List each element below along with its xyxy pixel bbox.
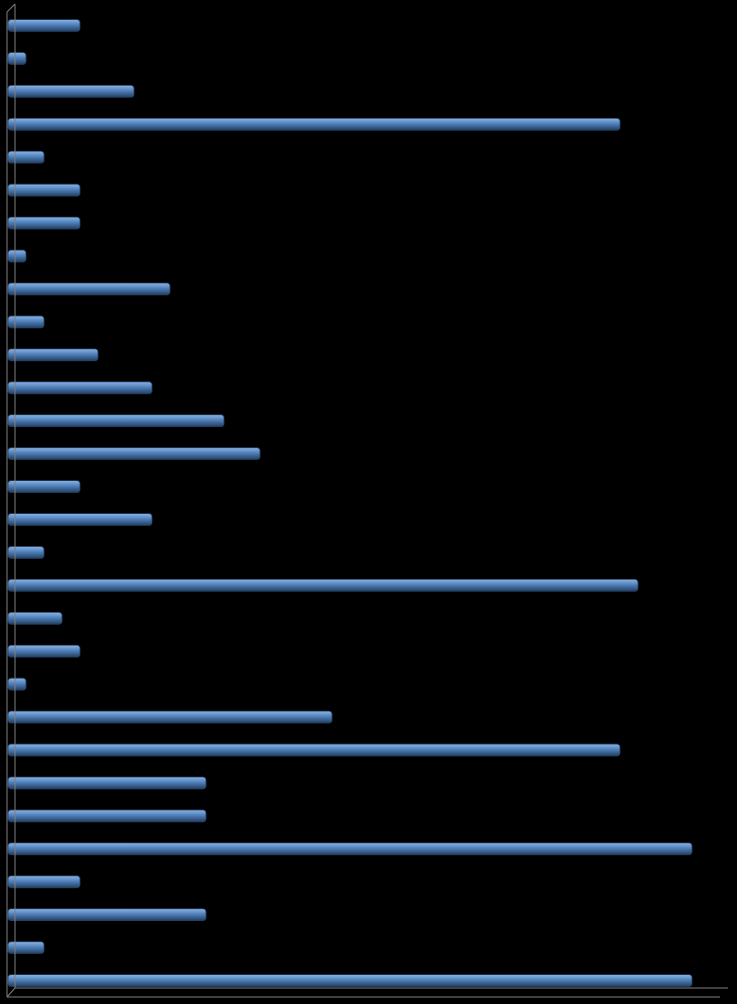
bar-12 <box>7 381 153 395</box>
bars-layer <box>7 19 693 987</box>
bar-7 <box>7 216 81 230</box>
bar-27 <box>7 875 81 889</box>
bar-30 <box>7 974 693 987</box>
bar-22 <box>7 710 333 724</box>
bar-4 <box>7 117 621 131</box>
y-axis-bottom-bevel <box>6 987 16 998</box>
bar-11 <box>7 348 99 362</box>
y-axis-top-bevel <box>6 3 16 13</box>
bar-18 <box>7 579 639 592</box>
bar-20 <box>7 644 81 658</box>
bar-23 <box>7 743 621 757</box>
bar-3 <box>7 85 135 98</box>
bar-25 <box>7 809 207 823</box>
bar-6 <box>7 183 81 197</box>
bar-26 <box>7 842 693 856</box>
bar-1 <box>7 19 81 32</box>
bar-9 <box>7 282 171 296</box>
bar-8 <box>7 249 27 263</box>
bar-10 <box>7 315 45 329</box>
bar-5 <box>7 150 45 164</box>
bar-16 <box>7 513 153 526</box>
bar-29 <box>7 941 45 954</box>
bar-28 <box>7 908 207 921</box>
axis-layer <box>6 3 728 998</box>
bar-17 <box>7 546 45 559</box>
bar-15 <box>7 480 81 493</box>
bar-14 <box>7 447 261 460</box>
bar-19 <box>7 611 63 625</box>
bar-13 <box>7 414 225 427</box>
bar-21 <box>7 677 27 691</box>
bar-24 <box>7 776 207 790</box>
bar-2 <box>7 52 27 65</box>
